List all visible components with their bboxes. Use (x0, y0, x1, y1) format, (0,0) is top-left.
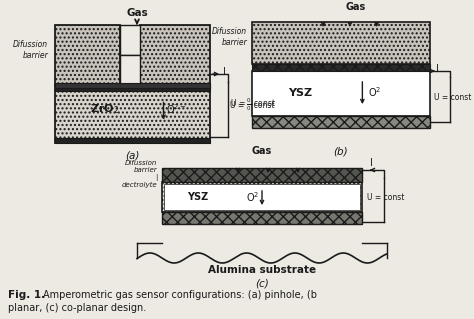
Text: O$^{2-}$: O$^{2-}$ (166, 102, 187, 116)
Bar (55, 83, 210, 88)
Text: YSZ: YSZ (187, 192, 209, 202)
Text: U =    const: U = const (230, 100, 274, 109)
Text: Gas: Gas (126, 8, 148, 18)
Text: ZrO$_2$: ZrO$_2$ (90, 102, 119, 116)
Bar (162, 168, 362, 182)
Bar (162, 182, 362, 212)
Bar (120, 55, 140, 85)
Text: U = $\frac{0}{0}$ const: U = $\frac{0}{0}$ const (230, 97, 276, 113)
Text: YSZ: YSZ (288, 88, 312, 98)
Text: O$^2$: O$^2$ (246, 190, 259, 204)
Bar (164, 184, 360, 210)
Text: (c): (c) (255, 278, 269, 288)
Bar (55, 25, 120, 85)
Text: U = const: U = const (367, 192, 404, 202)
Text: (b): (b) (334, 146, 348, 156)
Bar (252, 71, 430, 116)
Text: Amperometric gas sensor configurations: (a) pinhole, (b: Amperometric gas sensor configurations: … (43, 290, 317, 300)
Bar (140, 25, 210, 85)
Bar (252, 64, 430, 71)
Text: Gas: Gas (252, 146, 272, 156)
Text: Fig. 1.: Fig. 1. (8, 290, 45, 300)
Text: planar, (c) co-planar design.: planar, (c) co-planar design. (8, 303, 146, 313)
Text: O$^2$: O$^2$ (368, 85, 381, 99)
Bar (55, 138, 210, 143)
Text: Difussion
barrier
|
dectrolyte: Difussion barrier | dectrolyte (121, 160, 157, 188)
Text: I: I (223, 67, 226, 77)
Bar (120, 25, 140, 55)
Text: (a): (a) (125, 150, 139, 160)
Text: U = const: U = const (434, 93, 471, 102)
Text: Difussion
barrier: Difussion barrier (13, 40, 48, 60)
Text: I: I (436, 64, 439, 74)
Text: Alumina substrate: Alumina substrate (208, 265, 316, 275)
Text: I: I (370, 158, 373, 168)
Bar (55, 85, 210, 91)
Text: Gas: Gas (345, 2, 365, 12)
Bar (55, 85, 210, 143)
Bar (252, 22, 430, 64)
Bar (252, 116, 430, 128)
Bar (162, 212, 362, 224)
Text: Difussion
barrier: Difussion barrier (212, 27, 247, 47)
